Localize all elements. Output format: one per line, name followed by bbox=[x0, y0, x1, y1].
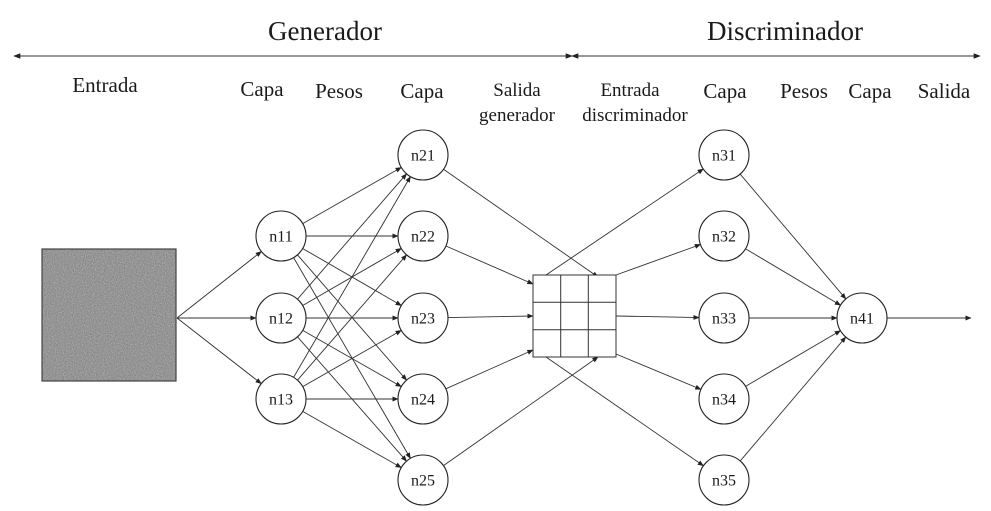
node-n32: n32 bbox=[698, 210, 750, 262]
gen-output-label-line1: Salida bbox=[493, 80, 541, 101]
node-label: n11 bbox=[269, 229, 292, 246]
gen-layer1-label: Capa bbox=[240, 77, 284, 101]
node-n41: n41 bbox=[836, 292, 888, 344]
gen-layer2-label: Capa bbox=[400, 79, 444, 103]
discriminator-heading: Discriminador bbox=[707, 16, 863, 46]
node-label: n12 bbox=[269, 311, 293, 328]
node-label: n31 bbox=[712, 148, 736, 165]
node-label: n33 bbox=[712, 311, 736, 328]
disc-input-label-line1: Entrada bbox=[600, 80, 660, 101]
edge-input-n13 bbox=[176, 317, 262, 385]
node-circle bbox=[397, 373, 449, 425]
edge-matrix-n33 bbox=[615, 314, 700, 320]
node-n34: n34 bbox=[698, 373, 750, 425]
node-n12: n12 bbox=[255, 292, 307, 344]
node-n35: n35 bbox=[698, 454, 750, 506]
edge-matrix-n31 bbox=[545, 168, 704, 276]
disc-output-label: Salida bbox=[918, 79, 971, 103]
node-circle bbox=[397, 292, 449, 344]
node-circle bbox=[255, 210, 307, 262]
edge-n13-n23 bbox=[302, 329, 402, 388]
node-n25: n25 bbox=[397, 454, 449, 506]
edge-n34-n41 bbox=[745, 330, 841, 387]
edge-input-n11 bbox=[176, 251, 262, 319]
node-label: n34 bbox=[712, 392, 736, 409]
edge-matrix-n35 bbox=[545, 356, 704, 467]
node-label: n13 bbox=[269, 392, 293, 409]
edge-n31-n41 bbox=[739, 173, 847, 300]
node-circle bbox=[698, 292, 750, 344]
node-label: n24 bbox=[411, 392, 435, 409]
disc-layer2-label: Capa bbox=[848, 79, 892, 103]
edge-n13-n21 bbox=[293, 176, 411, 378]
node-circle bbox=[836, 292, 888, 344]
disc-weights-label: Pesos bbox=[780, 79, 828, 103]
node-circle bbox=[698, 454, 750, 506]
generated-matrix bbox=[532, 274, 617, 358]
node-n33: n33 bbox=[698, 292, 750, 344]
gen-weights-label: Pesos bbox=[315, 79, 363, 103]
edge-n35-n41 bbox=[739, 336, 847, 462]
node-n24: n24 bbox=[397, 373, 449, 425]
edge-n13-n22 bbox=[297, 254, 407, 381]
edges bbox=[176, 166, 972, 469]
disc-input-label-line2: discriminador bbox=[582, 105, 688, 126]
node-n22: n22 bbox=[397, 210, 449, 262]
edge-n21-matrix bbox=[443, 168, 599, 278]
edge-matrix-n32 bbox=[615, 244, 702, 276]
node-circle bbox=[397, 210, 449, 262]
disc-layer1-label: Capa bbox=[703, 79, 747, 103]
node-circle bbox=[255, 373, 307, 425]
edge-n13-n25 bbox=[302, 410, 402, 469]
node-label: n32 bbox=[712, 229, 736, 246]
node-circle bbox=[698, 210, 750, 262]
gen-output-label-line2: generador bbox=[479, 105, 556, 126]
node-circle bbox=[255, 292, 307, 344]
node-n11: n11 bbox=[255, 210, 307, 262]
node-label: n25 bbox=[411, 473, 435, 490]
edge-n23-matrix bbox=[447, 313, 534, 319]
node-circle bbox=[397, 129, 449, 181]
node-label: n35 bbox=[712, 473, 736, 490]
edge-n12-n21 bbox=[297, 173, 407, 300]
edge-n24-matrix bbox=[445, 349, 534, 390]
node-n13: n13 bbox=[255, 373, 307, 425]
node-n31: n31 bbox=[698, 129, 750, 181]
edge-n25-matrix bbox=[443, 356, 599, 466]
node-label: n22 bbox=[411, 229, 435, 246]
generator-heading: Generador bbox=[268, 16, 382, 46]
input-column-label: Entrada bbox=[72, 73, 138, 97]
nodes: n11 n12 n13 n21 n22 n23 n24 n25 n31 n32 n33 n34 n35 n… bbox=[255, 129, 888, 506]
node-n23: n23 bbox=[397, 292, 449, 344]
node-label: n41 bbox=[850, 311, 874, 328]
node-circle bbox=[698, 373, 750, 425]
node-circle bbox=[698, 129, 750, 181]
node-label: n23 bbox=[411, 311, 435, 328]
node-label: n21 bbox=[411, 148, 435, 165]
edge-n22-matrix bbox=[445, 245, 534, 285]
edge-n32-n41 bbox=[745, 248, 842, 306]
edge-n11-n21 bbox=[302, 166, 402, 225]
node-n21: n21 bbox=[397, 129, 449, 181]
edge-matrix-n34 bbox=[615, 353, 702, 390]
node-circle bbox=[397, 454, 449, 506]
noise-input-image bbox=[41, 248, 177, 382]
